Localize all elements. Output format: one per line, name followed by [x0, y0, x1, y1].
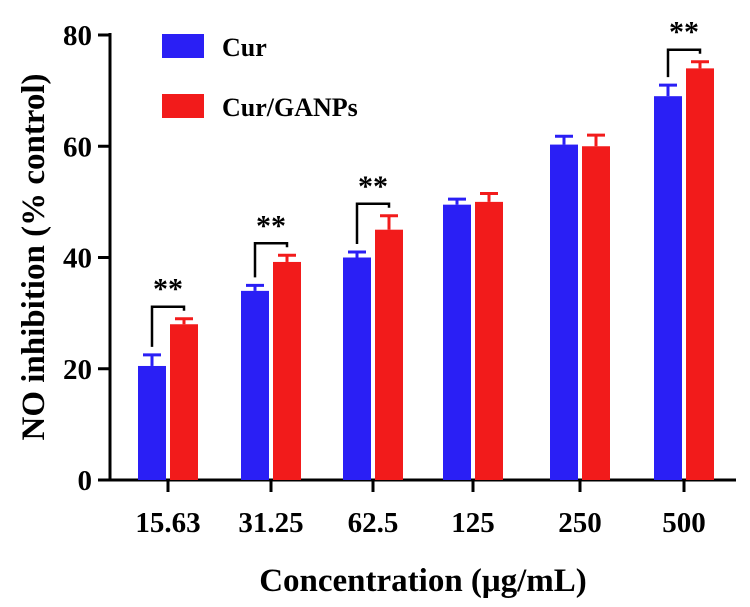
x-tick-label: 125 — [451, 507, 495, 539]
bar-cur-ganps — [170, 324, 198, 480]
significance-bracket — [355, 202, 391, 244]
significance-label: ** — [669, 16, 699, 49]
significance-label: ** — [153, 273, 183, 306]
bar-cur — [550, 144, 578, 481]
bar-cur — [138, 365, 166, 480]
significance-annotations: ** ** ** ** — [150, 16, 702, 347]
x-tick-label: 500 — [662, 507, 706, 539]
bar-cur — [343, 257, 371, 480]
x-tick-label: 31.25 — [238, 507, 303, 539]
bar-cur-ganps — [475, 201, 503, 480]
y-tick-label: 20 — [63, 354, 92, 386]
bar-cur — [241, 290, 269, 480]
bar-cur-ganps — [375, 229, 403, 480]
y-tick-label: 60 — [63, 131, 92, 163]
y-tick-label: 40 — [63, 243, 92, 275]
bar-cur-ganps — [273, 261, 301, 480]
x-tick-label: 15.63 — [135, 507, 200, 539]
y-tick-label: 0 — [78, 465, 93, 497]
x-tick-label: 250 — [558, 507, 602, 539]
bar-cur — [654, 96, 682, 480]
legend-swatch-cur-ganps — [162, 94, 204, 118]
bar-cur — [443, 204, 471, 480]
bar-cur-ganps — [686, 68, 714, 480]
legend-label-cur: Cur — [222, 33, 267, 62]
bars — [138, 60, 714, 481]
significance-bracket — [253, 242, 289, 278]
significance-label: ** — [358, 170, 388, 203]
y-tick-label: 80 — [63, 20, 92, 52]
y-axis-title: NO inhibition (% control) — [16, 73, 52, 440]
legend-swatch-cur — [162, 34, 204, 58]
significance-bracket — [666, 48, 702, 78]
axes: 0 20 40 60 80 15.63 31.25 62.5 125 250 500 — [63, 20, 736, 539]
bar-cur-ganps — [582, 146, 610, 480]
significance-label: ** — [256, 209, 286, 242]
legend-label-cur-ganps: Cur/GANPs — [222, 93, 358, 122]
legend: Cur Cur/GANPs — [162, 33, 358, 122]
x-axis-title: Concentration (μg/mL) — [259, 563, 587, 599]
significance-bracket — [150, 305, 186, 347]
x-tick-label: 62.5 — [348, 507, 399, 539]
